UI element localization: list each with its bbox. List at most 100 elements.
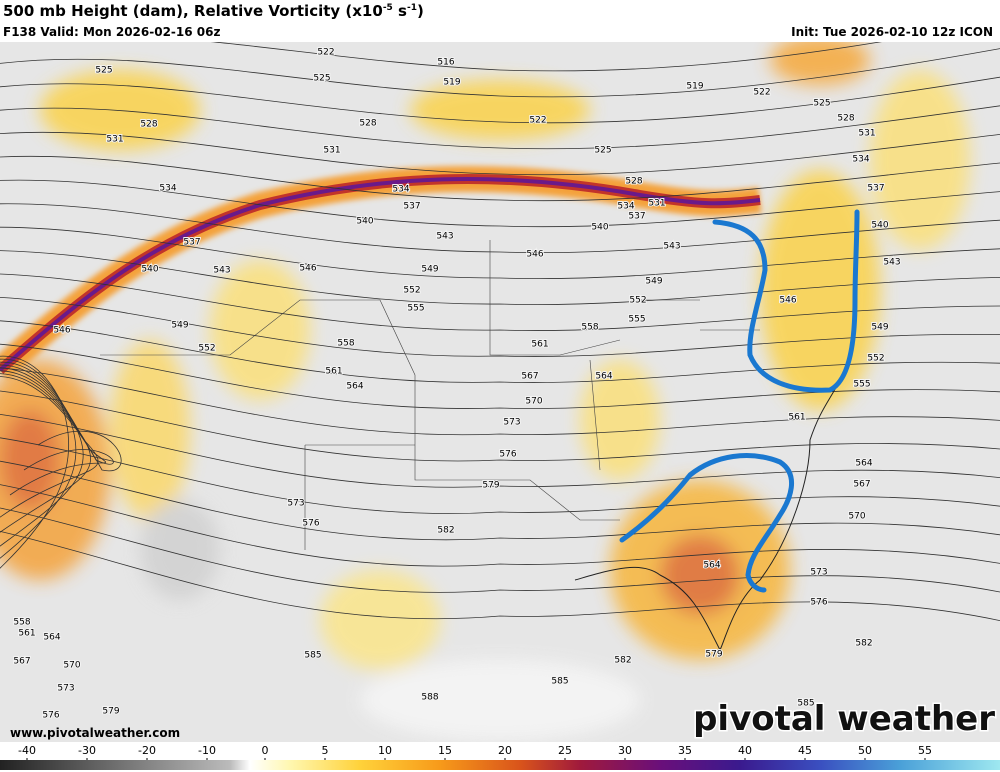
title: 500 mb Height (dam), Relative Vorticity … (3, 2, 424, 20)
contour-label: 582 (614, 656, 631, 666)
height-contour (0, 155, 1000, 202)
colorbar-tick-label: 0 (262, 744, 269, 757)
contour-label: 576 (499, 450, 516, 460)
height-contour (210, 42, 883, 72)
contour-label: 528 (140, 120, 157, 130)
colorbar-tick-label: 25 (558, 744, 572, 757)
height-contour (0, 355, 69, 569)
logo: pivotal weather (693, 699, 995, 739)
height-contour (0, 320, 1000, 383)
contour-label: 555 (853, 380, 870, 390)
colorbar-tick-label: -10 (198, 744, 216, 757)
contour-label: 573 (57, 684, 74, 694)
contour-label: 564 (595, 372, 612, 382)
height-contour (0, 531, 1000, 621)
contour-label: 582 (437, 526, 454, 536)
contour-label: 576 (302, 519, 319, 529)
contour-label: 576 (42, 711, 59, 721)
contour-label: 525 (594, 146, 611, 156)
contour-label: 531 (648, 199, 665, 209)
colorbar-tick-label: 30 (618, 744, 632, 757)
height-contour (0, 437, 1000, 514)
contour-label: 579 (482, 481, 499, 491)
contour-label: 540 (356, 217, 373, 227)
contour-label: 570 (63, 661, 80, 671)
height-contour (0, 273, 1000, 331)
contour-label: 540 (591, 223, 608, 233)
contour-label: 561 (531, 340, 548, 350)
contour-label: 564 (346, 382, 363, 392)
colorbar-tick-label: -40 (18, 744, 36, 757)
contour-label: 552 (198, 344, 215, 354)
contour-label: 579 (705, 650, 722, 660)
contour-label: 558 (581, 323, 598, 333)
contour-label: 573 (810, 568, 827, 578)
colorbar-tick-label: 55 (918, 744, 932, 757)
contour-label: 570 (525, 397, 542, 407)
valid-time: F138 Valid: Mon 2026-02-16 06z (3, 25, 220, 39)
height-contour (0, 390, 1000, 462)
title-unit: s (393, 2, 407, 20)
init-time: Init: Tue 2026-02-10 12z ICON (791, 25, 993, 39)
contour-label: 549 (421, 265, 438, 275)
height-contour (0, 179, 1000, 228)
height-contour (0, 414, 1000, 488)
contour-label: 528 (837, 114, 854, 124)
contour-label: 585 (304, 651, 321, 661)
contour-label: 552 (629, 296, 646, 306)
contour-label: 522 (317, 48, 334, 58)
height-contour (0, 105, 1000, 150)
contour-label: 531 (323, 146, 340, 156)
contour-label: 585 (797, 699, 814, 709)
contour-label: 519 (686, 82, 703, 92)
contour-label: 537 (867, 184, 884, 194)
contour-label: 570 (848, 512, 865, 522)
contour-label: 588 (421, 693, 438, 703)
colorbar-tick-label: 50 (858, 744, 872, 757)
watermark: www.pivotalweather.com (10, 726, 180, 740)
contour-label: 558 (13, 618, 30, 628)
height-contour (0, 460, 1000, 541)
contour-label: 522 (529, 116, 546, 126)
contour-label: 543 (436, 232, 453, 242)
contour-label: 546 (299, 264, 316, 274)
contour-label: 522 (753, 88, 770, 98)
contour-label: 573 (287, 499, 304, 509)
contour-label: 537 (628, 212, 645, 222)
contour-label: 543 (663, 242, 680, 252)
contour-label: 519 (443, 78, 460, 88)
contour-label: 540 (871, 221, 888, 231)
contour-label: 525 (313, 74, 330, 84)
height-contour (0, 297, 1000, 357)
contour-label: 534 (617, 202, 634, 212)
contour-label: 582 (855, 639, 872, 649)
contour-label: 552 (403, 286, 420, 296)
contour-label: 540 (141, 265, 158, 275)
colorbar-tick-label: 35 (678, 744, 692, 757)
contour-label: 525 (813, 99, 830, 109)
contour-label: 555 (407, 304, 424, 314)
colorbar-tick-label: -30 (78, 744, 96, 757)
colorbar-tick-label: 20 (498, 744, 512, 757)
colorbar-tick-label: -20 (138, 744, 156, 757)
contour-label: 558 (337, 339, 354, 349)
contour-label: 564 (703, 561, 720, 571)
map (0, 42, 1000, 742)
colorbar-tick-label: 40 (738, 744, 752, 757)
title-exp: -5 (383, 3, 393, 13)
title-close: ) (417, 2, 424, 20)
contour-label: 561 (325, 367, 342, 377)
contour-label: 546 (779, 296, 796, 306)
contour-label: 534 (852, 155, 869, 165)
height-contour (0, 507, 1000, 593)
contour-label: 567 (853, 480, 870, 490)
contour-label: 552 (867, 354, 884, 364)
contour-label: 555 (628, 315, 645, 325)
contour-label: 573 (503, 418, 520, 428)
height-contour (0, 203, 1000, 254)
contour-label: 546 (53, 326, 70, 336)
height-contour (0, 367, 1000, 436)
contour-label: 576 (810, 598, 827, 608)
contour-label: 564 (855, 459, 872, 469)
